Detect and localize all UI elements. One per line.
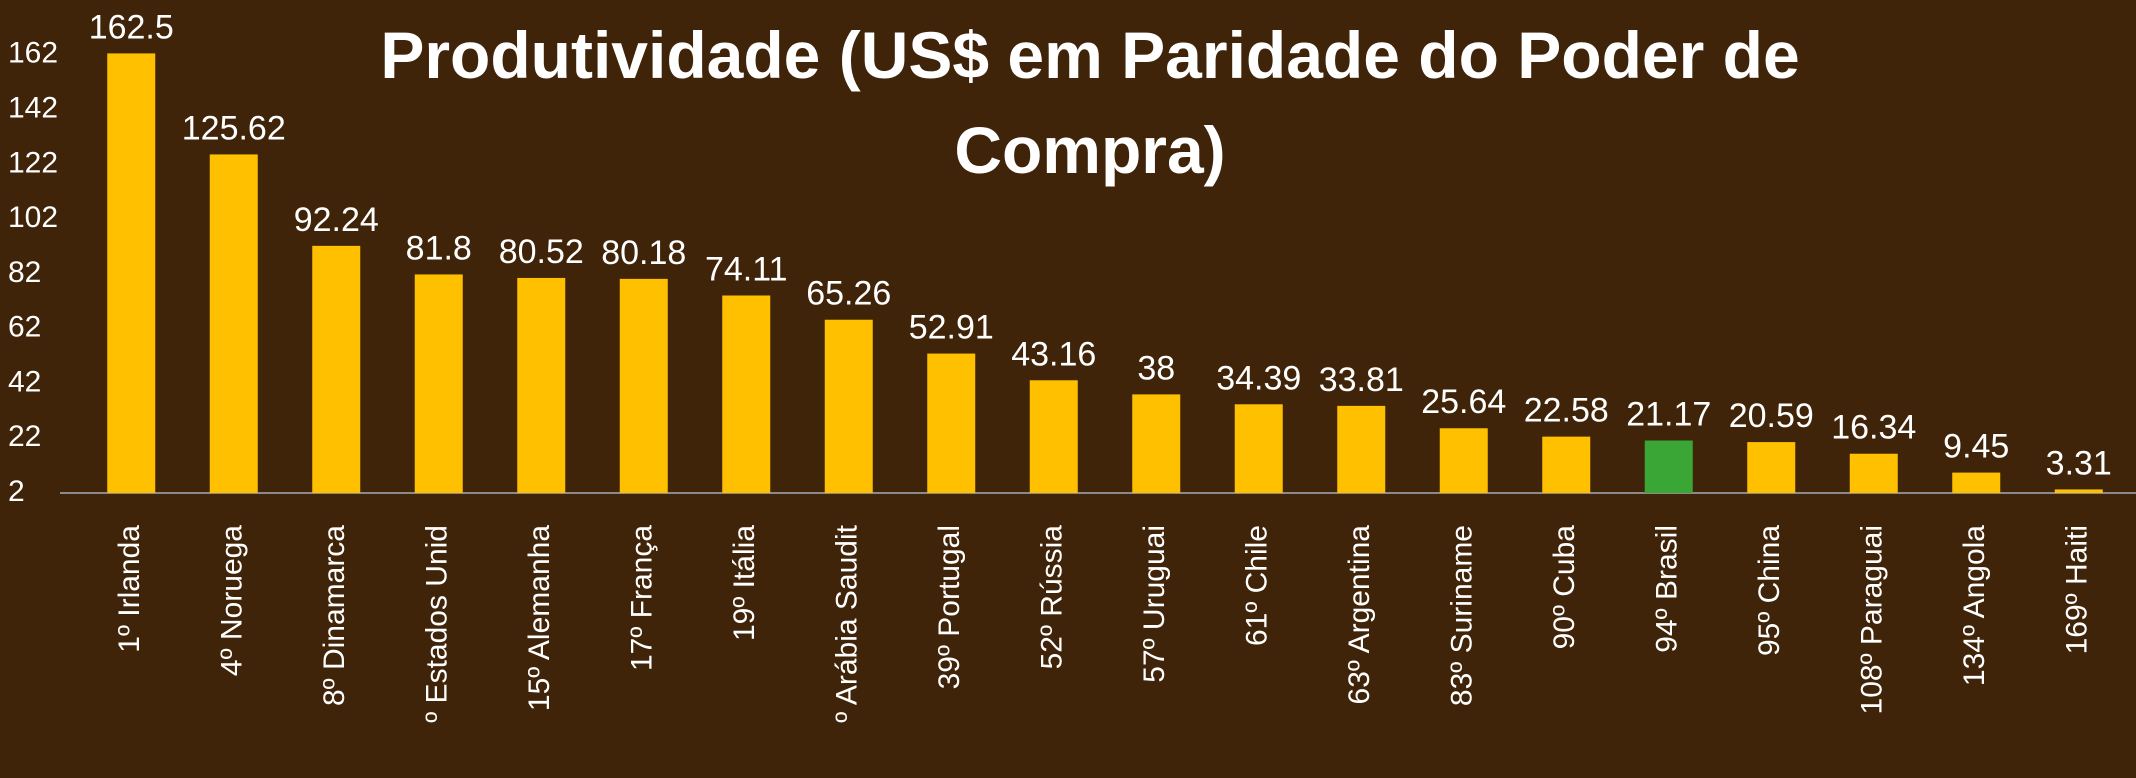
value-label: 81.8 bbox=[406, 229, 472, 267]
value-label: 9.45 bbox=[1943, 428, 2009, 466]
bar bbox=[209, 154, 258, 493]
bar bbox=[1542, 436, 1591, 493]
y-tick-label: 162 bbox=[8, 37, 58, 70]
bar bbox=[1337, 405, 1386, 493]
value-label: 3.31 bbox=[2046, 444, 2112, 482]
bar bbox=[1234, 404, 1283, 493]
bar bbox=[1952, 472, 2001, 493]
value-label: 21.17 bbox=[1626, 395, 1711, 433]
value-label: 43.16 bbox=[1011, 335, 1096, 373]
bar bbox=[1849, 453, 1898, 493]
bar bbox=[1644, 440, 1693, 493]
y-tick-label: 82 bbox=[8, 256, 41, 289]
value-label: 162.5 bbox=[89, 8, 174, 46]
bar bbox=[517, 277, 566, 493]
y-tick-label: 2 bbox=[8, 475, 25, 508]
value-label: 38 bbox=[1137, 349, 1175, 387]
y-tick-label: 62 bbox=[8, 311, 41, 344]
bar bbox=[1439, 428, 1488, 493]
value-label: 74.11 bbox=[705, 250, 788, 288]
x-tick-label: 83º Suriname bbox=[1446, 525, 1479, 706]
value-label: 34.39 bbox=[1216, 359, 1301, 397]
bar bbox=[414, 274, 463, 493]
y-tick-label: 42 bbox=[8, 365, 41, 398]
x-tick-label: 61º Chile bbox=[1241, 525, 1274, 646]
value-label: 80.18 bbox=[601, 234, 686, 272]
bar bbox=[824, 319, 873, 493]
x-tick-label: º Estados Unid bbox=[421, 525, 454, 723]
x-tick-label: 15º Alemanha bbox=[523, 525, 556, 711]
value-label: 25.64 bbox=[1421, 383, 1506, 421]
bar bbox=[107, 53, 156, 494]
x-tick-label: 108º Paraguai bbox=[1856, 525, 1889, 714]
bar bbox=[2054, 489, 2103, 493]
bar bbox=[927, 353, 976, 493]
x-tick-label: 8º Dinamarca bbox=[318, 525, 351, 706]
x-tick-label: 39º Portugal bbox=[933, 525, 966, 689]
value-label: 80.52 bbox=[499, 233, 584, 271]
value-label: 20.59 bbox=[1729, 397, 1814, 435]
y-tick-label: 102 bbox=[8, 201, 58, 234]
bar bbox=[1132, 394, 1181, 493]
x-tick-label: 63º Argentina bbox=[1343, 525, 1376, 705]
chart-title: Produtividade (US$ em Paridade do Poder … bbox=[380, 18, 1800, 187]
x-tick-label: 52º Rússia bbox=[1036, 525, 1069, 670]
x-tick-label: 4º Noruega bbox=[216, 525, 249, 676]
x-tick-label: 95º China bbox=[1753, 525, 1786, 656]
x-tick-label: 57º Uruguai bbox=[1138, 525, 1171, 683]
y-tick-label: 22 bbox=[8, 420, 41, 453]
bar bbox=[619, 278, 668, 493]
x-tick-label: 90º Cuba bbox=[1548, 525, 1581, 650]
x-tick-label: 169º Haiti bbox=[2061, 525, 2094, 654]
bar bbox=[722, 295, 771, 493]
x-tick-label: 17º França bbox=[626, 525, 659, 671]
bar bbox=[1029, 380, 1078, 493]
y-tick-label: 122 bbox=[8, 146, 58, 179]
value-label: 22.58 bbox=[1524, 392, 1609, 430]
value-label: 33.81 bbox=[1319, 361, 1404, 399]
value-label: 52.91 bbox=[909, 309, 994, 347]
value-label: 125.62 bbox=[182, 109, 286, 147]
x-tick-label: º Arábia Saudit bbox=[831, 524, 864, 722]
x-tick-label: 94º Brasil bbox=[1651, 525, 1684, 653]
x-tick-label: 134º Angola bbox=[1958, 525, 1991, 686]
x-tick-label: 1º Irlanda bbox=[113, 525, 146, 653]
y-tick-label: 142 bbox=[8, 91, 58, 124]
x-tick-label: 19º Itália bbox=[728, 525, 761, 641]
bar bbox=[312, 245, 361, 493]
value-label: 92.24 bbox=[294, 201, 379, 239]
value-label: 16.34 bbox=[1831, 409, 1916, 447]
bar bbox=[1747, 442, 1796, 493]
value-label: 65.26 bbox=[806, 275, 891, 313]
